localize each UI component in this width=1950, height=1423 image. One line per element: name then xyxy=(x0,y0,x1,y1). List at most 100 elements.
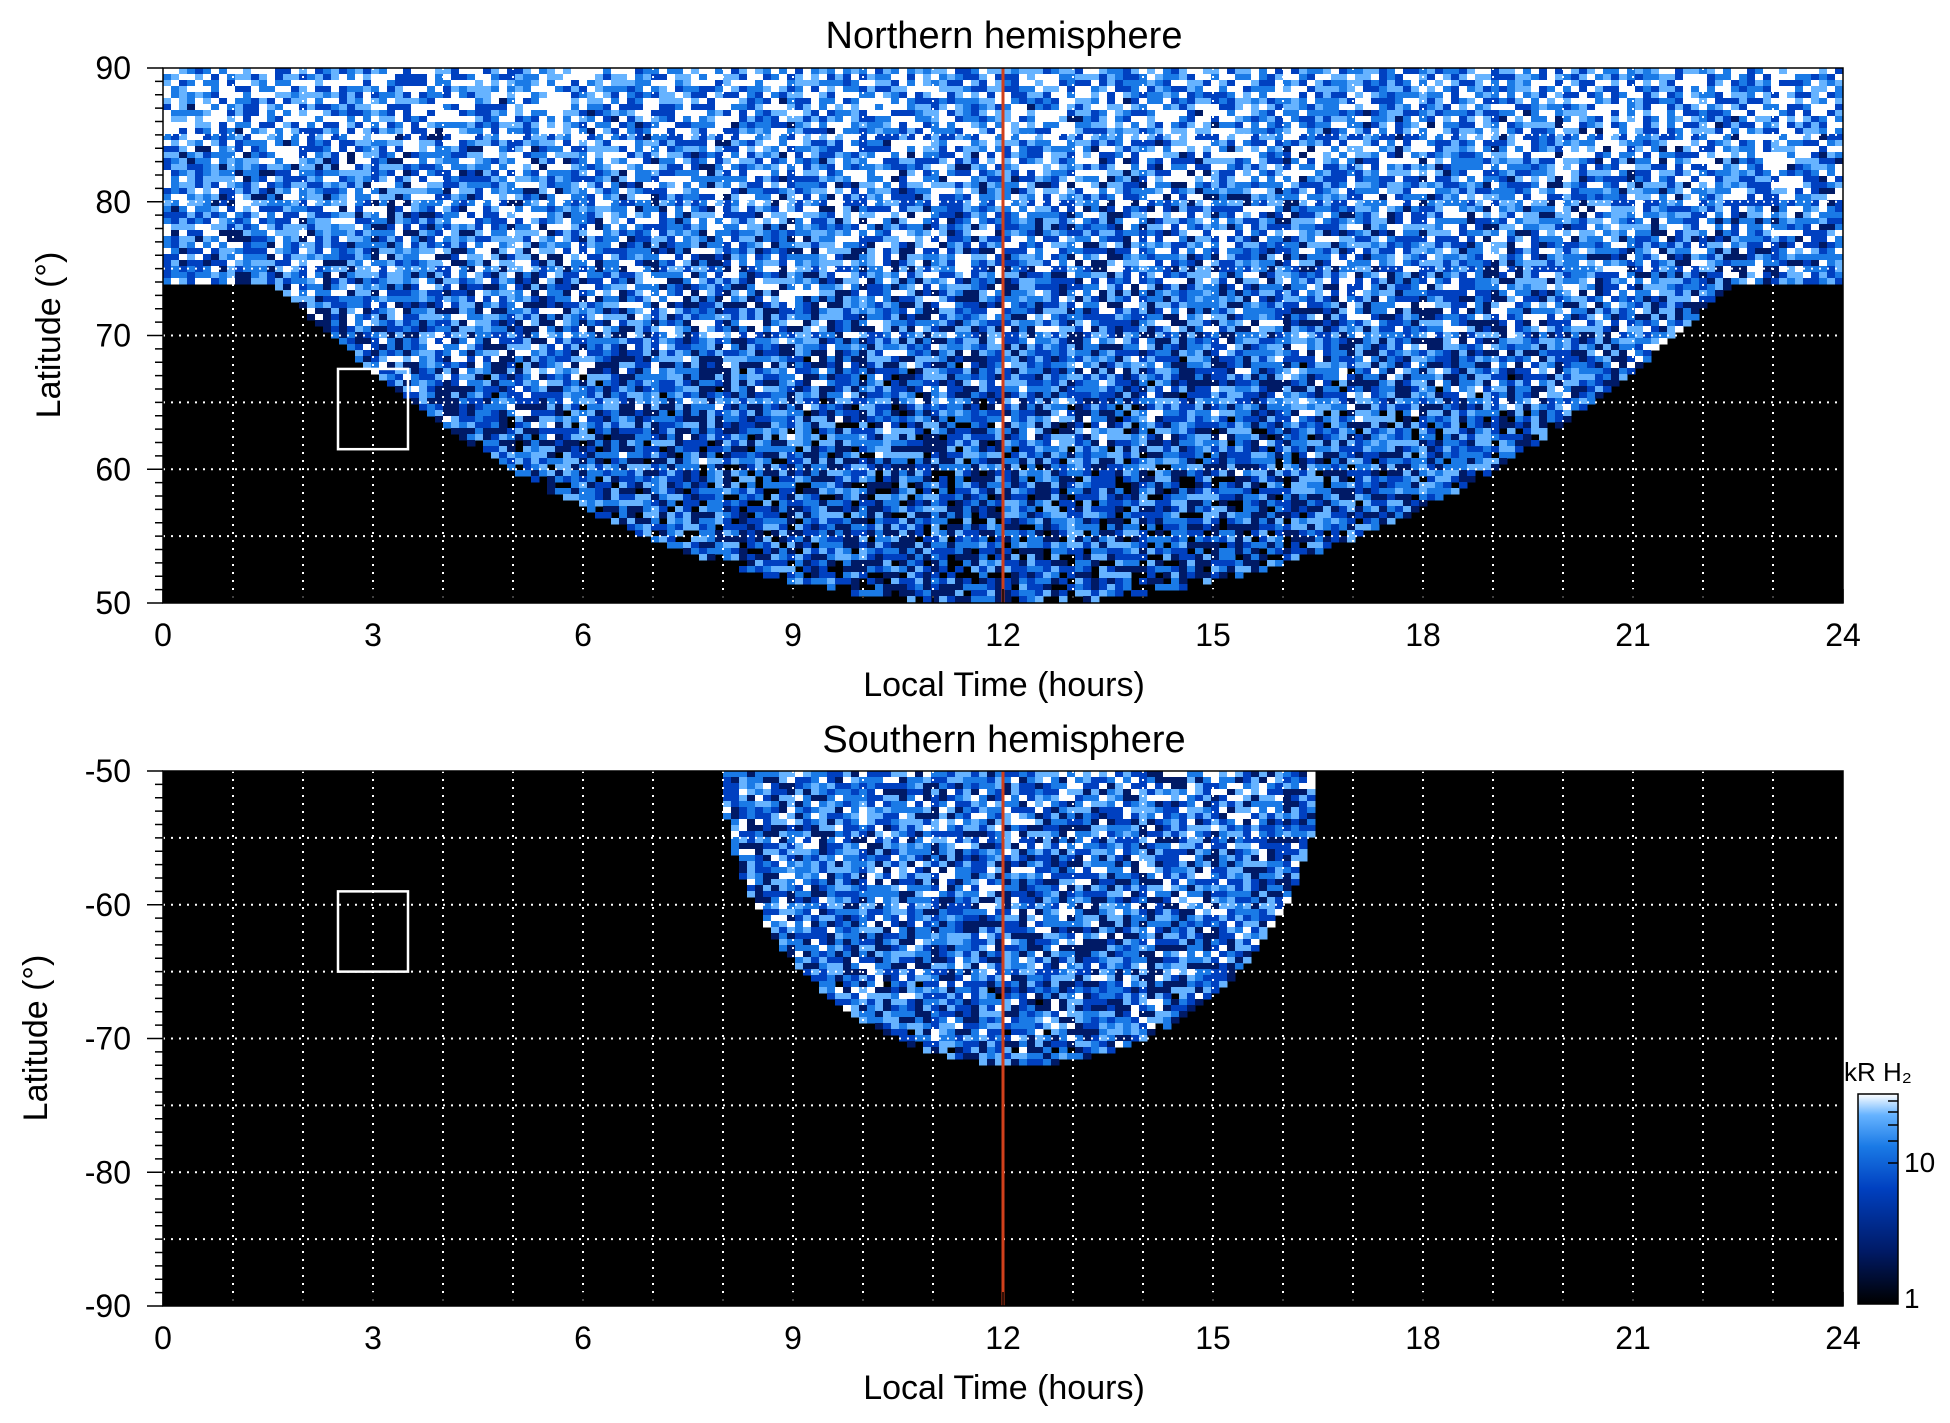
aurora-cell xyxy=(779,314,788,321)
aurora-cell xyxy=(243,248,252,255)
aurora-cell xyxy=(339,92,348,99)
aurora-cell xyxy=(531,116,540,123)
aurora-cell xyxy=(427,110,436,117)
aurora-cell xyxy=(779,422,788,429)
aurora-cell xyxy=(659,452,668,459)
aurora-cell xyxy=(539,308,548,315)
aurora-cell xyxy=(539,392,548,399)
aurora-cell xyxy=(667,278,676,285)
aurora-cell xyxy=(779,440,788,447)
aurora-cell xyxy=(395,170,404,177)
aurora-cell xyxy=(403,302,412,309)
aurora-cell xyxy=(739,416,748,423)
aurora-cell xyxy=(595,158,604,165)
aurora-cell xyxy=(539,86,548,93)
aurora-cell xyxy=(595,314,604,321)
aurora-cell xyxy=(427,104,436,111)
aurora-cell xyxy=(251,80,260,87)
aurora-cell xyxy=(395,374,404,381)
aurora-cell xyxy=(635,140,644,147)
aurora-cell xyxy=(787,68,796,75)
aurora-cell xyxy=(523,98,532,105)
aurora-cell xyxy=(483,158,492,165)
aurora-cell xyxy=(603,500,612,507)
aurora-cell xyxy=(683,326,692,333)
aurora-cell xyxy=(443,194,452,201)
aurora-cell xyxy=(675,422,684,429)
aurora-cell xyxy=(339,146,348,153)
aurora-cell xyxy=(243,236,252,243)
aurora-cell xyxy=(611,182,620,189)
aurora-cell xyxy=(683,116,692,123)
aurora-cell xyxy=(739,290,748,297)
aurora-cell xyxy=(163,80,172,87)
aurora-cell xyxy=(819,206,828,213)
aurora-cell xyxy=(195,170,204,177)
aurora-cell xyxy=(787,218,796,225)
aurora-cell xyxy=(779,494,788,501)
aurora-cell xyxy=(731,224,740,231)
aurora-cell xyxy=(323,326,332,333)
aurora-cell xyxy=(283,224,292,231)
aurora-cell xyxy=(459,386,468,393)
aurora-cell xyxy=(619,302,628,309)
aurora-cell xyxy=(643,116,652,123)
aurora-cell xyxy=(683,152,692,159)
aurora-cell xyxy=(667,350,676,357)
aurora-cell xyxy=(731,284,740,291)
aurora-cell xyxy=(499,80,508,87)
aurora-cell xyxy=(691,416,700,423)
aurora-cell xyxy=(547,320,556,327)
aurora-cell xyxy=(387,296,396,303)
aurora-cell xyxy=(659,356,668,363)
aurora-cell xyxy=(659,512,668,519)
aurora-cell xyxy=(427,368,436,375)
aurora-cell xyxy=(547,290,556,297)
aurora-cell xyxy=(451,314,460,321)
aurora-cell xyxy=(419,248,428,255)
aurora-cell xyxy=(739,344,748,351)
aurora-cell xyxy=(451,278,460,285)
aurora-cell xyxy=(683,80,692,87)
aurora-cell xyxy=(555,158,564,165)
aurora-cell xyxy=(275,272,284,279)
aurora-cell xyxy=(547,374,556,381)
aurora-cell xyxy=(779,74,788,81)
aurora-cell xyxy=(451,152,460,159)
aurora-cell xyxy=(443,272,452,279)
aurora-cell xyxy=(539,272,548,279)
aurora-cell xyxy=(779,104,788,111)
aurora-cell xyxy=(387,356,396,363)
aurora-cell xyxy=(235,212,244,219)
aurora-cell xyxy=(555,296,564,303)
aurora-cell xyxy=(795,224,804,231)
aurora-cell xyxy=(611,398,620,405)
aurora-cell xyxy=(787,344,796,351)
aurora-cell xyxy=(539,302,548,309)
aurora-cell xyxy=(219,242,228,249)
aurora-cell xyxy=(539,116,548,123)
aurora-cell xyxy=(363,272,372,279)
aurora-cell xyxy=(307,248,316,255)
aurora-cell xyxy=(467,320,476,327)
aurora-cell xyxy=(587,344,596,351)
aurora-cell xyxy=(251,152,260,159)
aurora-cell xyxy=(467,92,476,99)
aurora-cell xyxy=(387,380,396,387)
aurora-cell xyxy=(659,350,668,357)
aurora-cell xyxy=(363,344,372,351)
aurora-cell xyxy=(603,182,612,189)
aurora-cell xyxy=(611,230,620,237)
aurora-cell xyxy=(619,74,628,81)
aurora-cell xyxy=(683,104,692,111)
aurora-cell xyxy=(619,278,628,285)
aurora-cell xyxy=(491,86,500,93)
aurora-cell xyxy=(667,518,676,525)
aurora-cell xyxy=(643,482,652,489)
aurora-cell xyxy=(811,488,820,495)
aurora-cell xyxy=(755,158,764,165)
aurora-cell xyxy=(203,92,212,99)
aurora-cell xyxy=(579,182,588,189)
aurora-cell xyxy=(731,428,740,435)
aurora-cell xyxy=(459,74,468,81)
